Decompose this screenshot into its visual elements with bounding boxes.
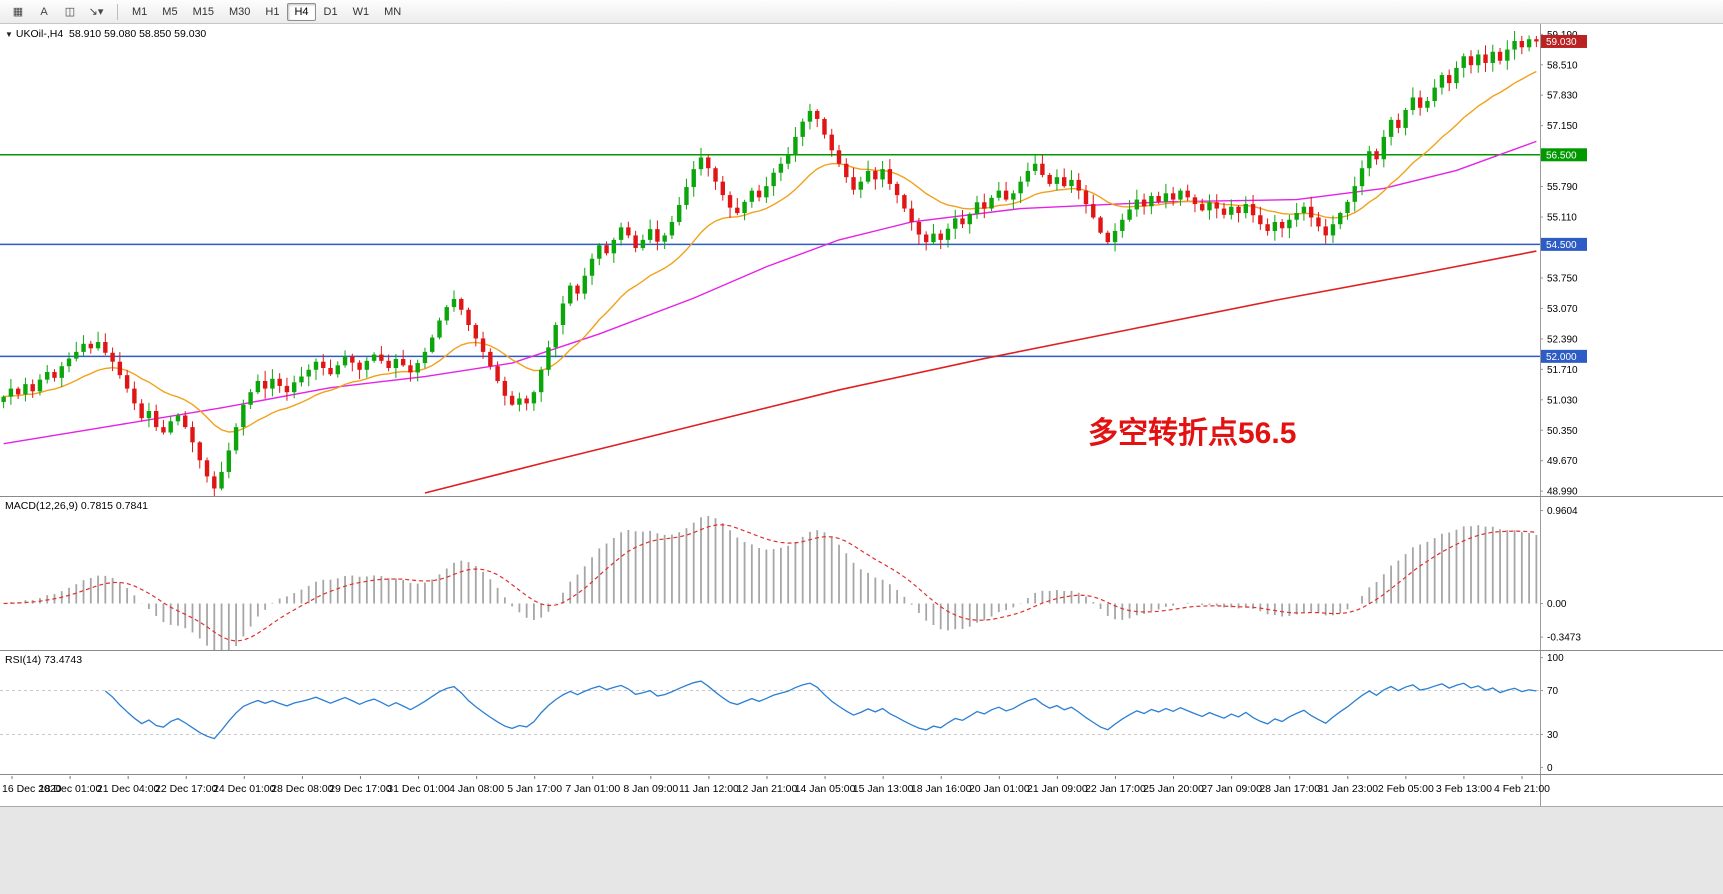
toolbar-icons: ▦ A ◫ ↘▾ bbox=[6, 2, 110, 22]
time-label: 22 Jan 17:00 bbox=[1085, 783, 1146, 795]
time-label: 25 Jan 20:00 bbox=[1143, 783, 1204, 795]
price-tick-label: 52.390 bbox=[1547, 334, 1578, 345]
rsi-scale-label: 0 bbox=[1547, 763, 1553, 774]
time-label: 28 Jan 17:00 bbox=[1259, 783, 1320, 795]
blue-level-upper-badge bbox=[1541, 237, 1587, 251]
macd-signal-line bbox=[3, 524, 1537, 642]
time-label: 16 Dec 2020 bbox=[2, 783, 62, 795]
price-tick-label: 49.670 bbox=[1547, 456, 1578, 467]
time-label: 4 Feb 21:00 bbox=[1494, 783, 1550, 795]
blue-level-lower-badge bbox=[1541, 349, 1587, 363]
time-label: 18 Jan 16:00 bbox=[911, 783, 972, 795]
window-background bbox=[0, 806, 1723, 894]
time-label: 31 Jan 23:00 bbox=[1317, 783, 1378, 795]
price-tick-label: 57.150 bbox=[1547, 121, 1578, 132]
rsi-scale-label: 70 bbox=[1547, 686, 1559, 697]
timeframe-m5[interactable]: M5 bbox=[162, 5, 178, 18]
price-tick-label: 55.790 bbox=[1547, 182, 1578, 193]
symbol-info: ▼ UKOil-,H4 58.910 59.080 58.850 59.030 bbox=[5, 28, 206, 40]
time-label: 22 Dec 17:00 bbox=[155, 783, 218, 795]
price-tick-label: 51.030 bbox=[1547, 395, 1578, 406]
timeframe-w1[interactable]: W1 bbox=[352, 5, 370, 18]
rsi-label: RSI(14) 73.4743 bbox=[5, 654, 83, 666]
svg-text:54.500: 54.500 bbox=[1546, 240, 1577, 251]
macd-label: MACD(12,26,9) 0.7815 0.7841 bbox=[5, 500, 149, 512]
time-label: 28 Dec 08:00 bbox=[271, 783, 334, 795]
time-label: 14 Jan 05:00 bbox=[795, 783, 856, 795]
candles bbox=[1, 30, 1539, 497]
rsi-scale-label: 100 bbox=[1547, 653, 1564, 664]
line-style-icon[interactable]: ↘▾ bbox=[88, 6, 104, 18]
time-label: 12 Jan 21:00 bbox=[737, 783, 798, 795]
fast-ma-line bbox=[3, 70, 1537, 433]
time-label: 24 Dec 01:00 bbox=[213, 783, 276, 795]
toolbar-separator bbox=[117, 3, 118, 20]
price-tick-label: 53.750 bbox=[1547, 273, 1578, 284]
timeframe-m1[interactable]: M1 bbox=[132, 5, 148, 18]
toolbar: ▦ A ◫ ↘▾ M1 M5 M15 M30 H1 H4 D1 W1 MN bbox=[0, 0, 1723, 24]
green-level-badge bbox=[1541, 148, 1587, 162]
time-label: 21 Jan 09:00 bbox=[1027, 783, 1088, 795]
svg-text:59.030: 59.030 bbox=[1546, 37, 1577, 48]
timeframe-h1[interactable]: H1 bbox=[265, 5, 280, 18]
time-label: 3 Feb 13:00 bbox=[1436, 783, 1492, 795]
time-label: 18 Dec 01:00 bbox=[39, 783, 102, 795]
chart-shift-icon[interactable]: ▦ bbox=[12, 6, 24, 18]
time-label: 15 Jan 13:00 bbox=[853, 783, 914, 795]
price-panel[interactable]: 59.19058.51057.83057.15055.79055.11053.7… bbox=[0, 24, 1723, 497]
time-axis[interactable]: 16 Dec 2020 18 Dec 01:00 21 Dec 04:00 22 De… bbox=[0, 775, 1723, 806]
rsi-line bbox=[104, 680, 1537, 740]
macd-chart-svg[interactable]: 0.9604 0.00 -0.3473 bbox=[0, 497, 1723, 651]
time-label: 20 Jan 01:00 bbox=[969, 783, 1030, 795]
time-label: 21 Dec 04:00 bbox=[97, 783, 160, 795]
mid-ma-line bbox=[3, 140, 1537, 445]
price-tick-label: 58.510 bbox=[1547, 60, 1578, 71]
timeframe-d1[interactable]: D1 bbox=[323, 5, 338, 18]
symbol-ohlc: 58.910 59.080 58.850 59.030 bbox=[69, 28, 207, 40]
slow-ma-line bbox=[424, 250, 1537, 494]
time-label: 7 Jan 01:00 bbox=[565, 783, 620, 795]
timeframe-m30[interactable]: M30 bbox=[228, 5, 251, 18]
price-chart-svg[interactable]: 59.19058.51057.83057.15055.79055.11053.7… bbox=[0, 24, 1723, 497]
time-label: 31 Dec 01:00 bbox=[387, 783, 450, 795]
price-tick-label: 50.350 bbox=[1547, 426, 1578, 437]
text-label-icon[interactable]: A bbox=[40, 5, 48, 18]
macd-scale-label: -0.3473 bbox=[1547, 633, 1581, 644]
timeframe-m15[interactable]: M15 bbox=[192, 5, 214, 18]
svg-text:52.000: 52.000 bbox=[1546, 352, 1577, 363]
price-tick-label: 48.990 bbox=[1547, 487, 1578, 497]
rsi-panel[interactable]: 100 70 30 0 bbox=[0, 651, 1723, 775]
time-label: 5 Jan 17:00 bbox=[507, 783, 562, 795]
current-price-badge bbox=[1541, 34, 1587, 48]
rsi-scale-label: 30 bbox=[1547, 730, 1559, 741]
rsi-chart-svg[interactable]: 100 70 30 0 bbox=[0, 651, 1723, 775]
price-tick-label: 55.110 bbox=[1547, 213, 1577, 224]
collapse-triangle-icon[interactable]: ▼ bbox=[5, 30, 13, 39]
time-label: 2 Feb 05:00 bbox=[1378, 783, 1434, 795]
time-label: 27 Jan 09:00 bbox=[1201, 783, 1262, 795]
price-tick-label: 57.830 bbox=[1547, 91, 1578, 102]
macd-histogram bbox=[9, 515, 1538, 651]
time-label: 11 Jan 12:00 bbox=[679, 783, 739, 795]
macd-panel[interactable]: 0.9604 0.00 -0.3473 bbox=[0, 497, 1723, 651]
text-box-icon[interactable]: ◫ bbox=[64, 6, 76, 18]
symbol-name: UKOil-,H4 bbox=[15, 28, 64, 40]
timeframe-mn[interactable]: MN bbox=[384, 5, 402, 18]
macd-scale-label: 0.9604 bbox=[1547, 506, 1578, 517]
svg-text:56.500: 56.500 bbox=[1546, 150, 1577, 161]
price-tick-label: 53.070 bbox=[1547, 304, 1578, 315]
timeframe-h4[interactable]: H4 bbox=[287, 2, 316, 21]
chart-annotation: 多空转折点56.5 bbox=[1088, 417, 1297, 450]
timeframe-buttons: M1 M5 M15 M30 H1 H4 D1 W1 MN bbox=[125, 2, 409, 21]
price-tick-label: 51.710 bbox=[1547, 365, 1578, 376]
time-label: 29 Dec 17:00 bbox=[329, 783, 392, 795]
time-label: 4 Jan 08:00 bbox=[449, 783, 504, 795]
time-label: 8 Jan 09:00 bbox=[623, 783, 678, 795]
macd-scale-label: 0.00 bbox=[1547, 599, 1567, 610]
